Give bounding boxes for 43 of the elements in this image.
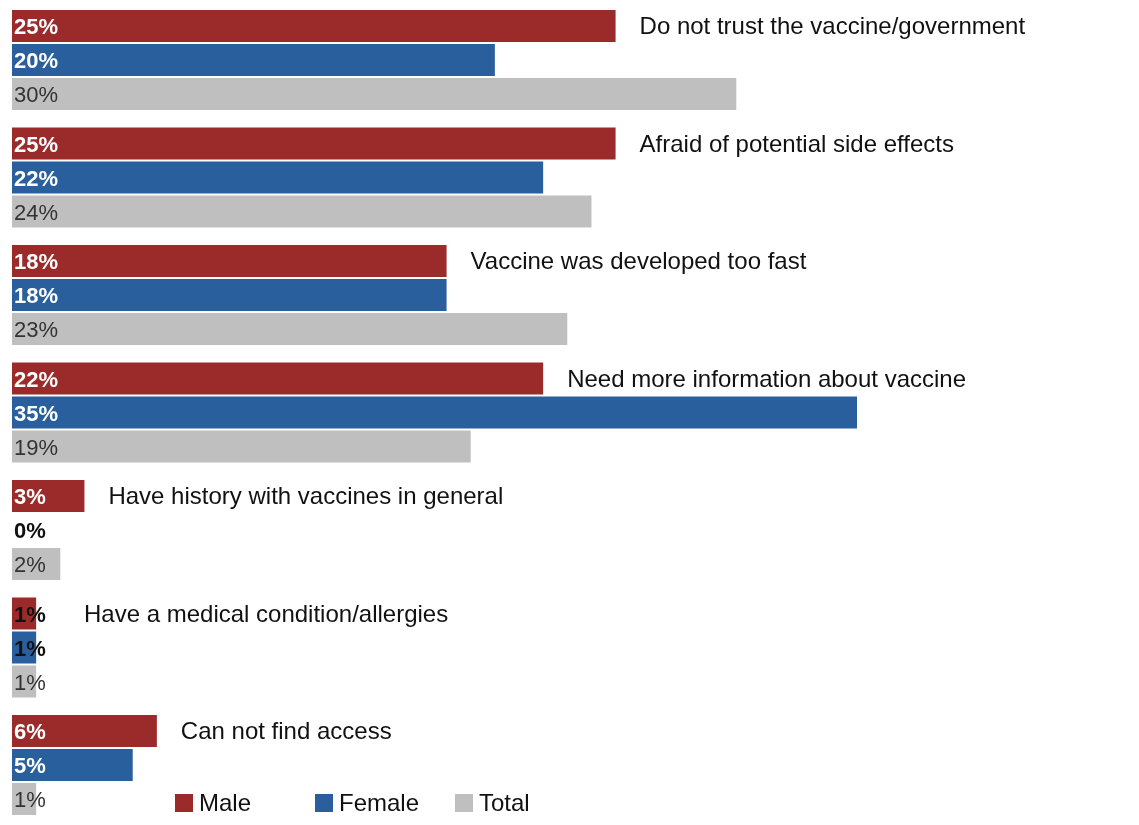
bar <box>12 715 157 747</box>
data-label: 19% <box>14 434 59 460</box>
bar <box>12 749 133 781</box>
bar <box>12 161 544 194</box>
legend-label: Female <box>339 789 420 816</box>
data-label: 22% <box>14 165 59 191</box>
data-label: 1% <box>14 787 46 812</box>
bar <box>12 195 592 228</box>
data-label: 3% <box>14 484 46 509</box>
y-tick-label: Have history with vaccines in general <box>108 482 504 509</box>
data-label: 23% <box>14 317 59 342</box>
y-tick-label: Can not find access <box>180 717 392 744</box>
data-label: 30% <box>14 82 59 107</box>
bar <box>12 430 471 463</box>
bar <box>12 10 616 42</box>
data-label: 18% <box>14 283 59 308</box>
bar <box>12 44 495 76</box>
y-tick-label: Have a medical condition/allergies <box>84 599 449 627</box>
bar <box>12 245 447 277</box>
y-tick-label: Afraid of potential side effects <box>639 129 954 157</box>
legend-label: Male <box>199 789 252 816</box>
data-label: 2% <box>14 552 46 577</box>
data-label: 6% <box>14 719 46 744</box>
data-label: 1% <box>14 669 46 695</box>
bar <box>12 362 544 395</box>
bar <box>12 396 857 429</box>
bar <box>12 127 616 160</box>
bar <box>12 279 447 311</box>
data-label: 5% <box>14 753 46 778</box>
y-tick-label: Do not trust the vaccine/government <box>639 12 1026 39</box>
data-label: 22% <box>14 366 59 392</box>
data-label: 18% <box>14 249 59 274</box>
bar <box>12 78 737 110</box>
data-label: 35% <box>14 400 59 426</box>
bar <box>12 313 568 345</box>
data-label: 24% <box>14 199 59 225</box>
data-label: 0% <box>14 518 46 543</box>
data-label: 20% <box>14 48 59 73</box>
legend-label: Total <box>479 789 530 816</box>
data-label: 25% <box>14 14 59 39</box>
y-tick-label: Need more information about vaccine <box>567 364 967 392</box>
data-label: 25% <box>14 131 59 157</box>
y-tick-label: Vaccine was developed too fast <box>470 247 807 274</box>
